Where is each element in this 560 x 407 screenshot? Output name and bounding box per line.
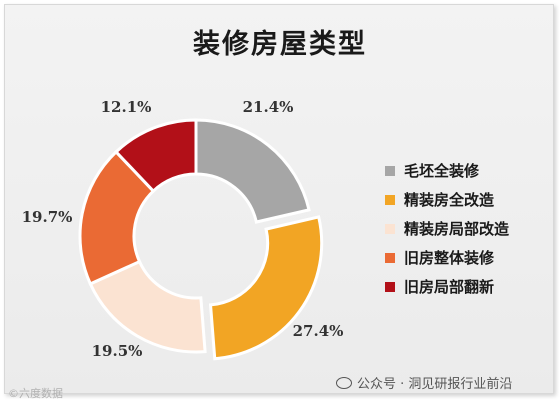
wechat-icon [336, 376, 352, 389]
legend-item: 精装房全改造 [385, 185, 509, 214]
watermark-left: ©六度数据 [8, 387, 63, 400]
slice-value-label: 27.4% [293, 322, 344, 340]
legend-label: 精装房局部改造 [404, 220, 510, 238]
chart-legend: 毛坯全装修 精装房全改造 精装房局部改造 旧房整体装修 旧房局部翻新 [385, 156, 509, 301]
legend-swatch [385, 223, 395, 234]
chart-title: 装修房屋类型 [193, 29, 367, 60]
watermark-right: 公众号 · 洞见研报行业前沿 [336, 373, 512, 392]
slice-value-label: 19.5% [92, 342, 143, 360]
legend-item: 旧房整体装修 [385, 243, 509, 272]
legend-item: 旧房局部翻新 [385, 272, 509, 301]
pie-slice [194, 118, 311, 224]
legend-label: 旧房整体装修 [404, 249, 495, 267]
legend-item: 毛坯全装修 [385, 156, 509, 185]
slice-value-label: 21.4% [243, 98, 294, 116]
legend-swatch [385, 165, 395, 176]
legend-label: 旧房局部翻新 [404, 278, 495, 296]
watermark-right-text: 公众号 · 洞见研报行业前沿 [357, 377, 513, 392]
legend-item: 精装房局部改造 [385, 214, 509, 243]
pie-slice [114, 118, 198, 194]
slice-value-label: 12.1% [101, 98, 152, 116]
legend-swatch [385, 194, 395, 205]
legend-swatch [385, 281, 395, 292]
pie-slice [208, 215, 324, 361]
legend-label: 精装房全改造 [404, 191, 495, 209]
legend-swatch [385, 252, 395, 263]
legend-label: 毛坯全装修 [404, 162, 480, 180]
slice-value-label: 19.7% [22, 208, 73, 226]
